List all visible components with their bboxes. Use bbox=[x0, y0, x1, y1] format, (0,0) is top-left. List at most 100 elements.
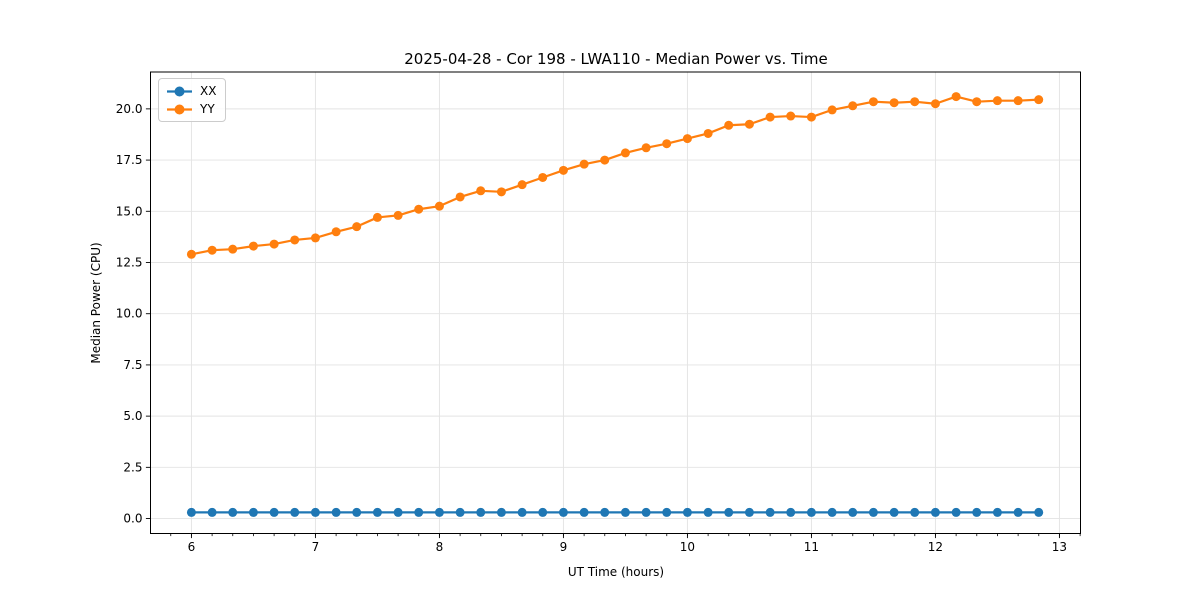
data-point-xx bbox=[290, 507, 300, 517]
x-tick-label: 6 bbox=[188, 540, 196, 554]
data-point-yy bbox=[455, 192, 465, 202]
data-point-yy bbox=[476, 186, 486, 196]
data-point-yy bbox=[620, 148, 630, 158]
data-point-yy bbox=[414, 204, 424, 214]
data-point-xx bbox=[496, 507, 506, 517]
data-point-yy bbox=[827, 105, 837, 115]
data-point-yy bbox=[1034, 95, 1044, 105]
series-xx bbox=[186, 507, 1044, 517]
data-point-xx bbox=[744, 507, 754, 517]
series-yy bbox=[186, 92, 1044, 259]
data-point-yy bbox=[786, 111, 796, 121]
data-point-yy bbox=[517, 180, 527, 190]
data-point-xx bbox=[930, 507, 940, 517]
data-point-xx bbox=[951, 507, 961, 517]
data-point-yy bbox=[290, 235, 300, 245]
data-point-yy bbox=[600, 155, 610, 165]
data-point-xx bbox=[1013, 507, 1023, 517]
data-point-xx bbox=[806, 507, 816, 517]
data-point-xx bbox=[972, 507, 982, 517]
data-point-xx bbox=[269, 507, 279, 517]
x-tick-label: 13 bbox=[1052, 540, 1067, 554]
data-point-yy bbox=[496, 187, 506, 197]
data-point-xx bbox=[455, 507, 465, 517]
y-tick-label: 15.0 bbox=[116, 204, 143, 218]
y-tick-label: 10.0 bbox=[116, 307, 143, 321]
x-tick-label: 8 bbox=[436, 540, 444, 554]
y-tick-label: 12.5 bbox=[116, 255, 143, 269]
data-point-yy bbox=[972, 97, 982, 107]
data-point-xx bbox=[765, 507, 775, 517]
y-tick-label: 20.0 bbox=[116, 102, 143, 116]
data-point-yy bbox=[889, 98, 899, 108]
data-point-yy bbox=[662, 139, 672, 149]
data-point-yy bbox=[372, 212, 382, 222]
y-tick-label: 17.5 bbox=[116, 153, 143, 167]
data-point-yy bbox=[765, 112, 775, 122]
data-point-xx bbox=[662, 507, 672, 517]
data-point-yy bbox=[992, 96, 1002, 106]
data-point-yy bbox=[910, 97, 920, 107]
x-tick-label: 10 bbox=[680, 540, 695, 554]
data-point-yy bbox=[724, 120, 734, 130]
legend-line-marker-icon bbox=[167, 104, 192, 114]
legend-item-yy: YY bbox=[166, 102, 216, 116]
data-point-xx bbox=[476, 507, 486, 517]
data-point-xx bbox=[848, 507, 858, 517]
data-point-xx bbox=[393, 507, 403, 517]
y-tick-label: 2.5 bbox=[123, 460, 142, 474]
x-tick-label: 12 bbox=[928, 540, 943, 554]
data-point-yy bbox=[848, 101, 858, 111]
data-point-xx bbox=[868, 507, 878, 517]
data-point-yy bbox=[310, 233, 320, 243]
data-point-xx bbox=[620, 507, 630, 517]
data-point-xx bbox=[517, 507, 527, 517]
data-point-xx bbox=[992, 507, 1002, 517]
x-ticks: 6 7 8 9 10 11 12 13 bbox=[188, 533, 1067, 554]
data-point-xx bbox=[372, 507, 382, 517]
data-point-xx bbox=[434, 507, 444, 517]
data-point-xx bbox=[310, 507, 320, 517]
x-tick-label: 9 bbox=[560, 540, 568, 554]
data-point-xx bbox=[910, 507, 920, 517]
data-point-xx bbox=[207, 507, 217, 517]
data-point-xx bbox=[579, 507, 589, 517]
series-line-yy bbox=[190, 95, 1040, 256]
data-point-xx bbox=[1034, 507, 1044, 517]
data-point-xx bbox=[352, 507, 362, 517]
data-point-xx bbox=[682, 507, 692, 517]
legend-line-marker-icon bbox=[167, 86, 192, 96]
data-point-xx bbox=[414, 507, 424, 517]
x-tick-label: 11 bbox=[804, 540, 819, 554]
plot-spines bbox=[150, 71, 1081, 534]
legend-label-yy: YY bbox=[200, 102, 215, 116]
data-point-yy bbox=[682, 134, 692, 144]
data-point-yy bbox=[538, 172, 548, 182]
data-point-yy bbox=[393, 210, 403, 220]
data-point-yy bbox=[641, 143, 651, 153]
data-point-yy bbox=[186, 249, 196, 259]
data-point-xx bbox=[786, 507, 796, 517]
y-ticks: 0.0 2.5 5.0 7.5 10.0 12.5 15.0 17.5 20.0 bbox=[116, 102, 151, 526]
data-point-xx bbox=[724, 507, 734, 517]
data-point-yy bbox=[352, 222, 362, 232]
chart-title: 2025-04-28 - Cor 198 - LWA110 - Median P… bbox=[404, 50, 828, 68]
data-point-yy bbox=[868, 97, 878, 107]
legend: XX YY bbox=[158, 78, 227, 122]
data-point-yy bbox=[806, 112, 816, 122]
data-point-xx bbox=[538, 507, 548, 517]
data-point-yy bbox=[269, 239, 279, 249]
data-point-xx bbox=[248, 507, 258, 517]
data-point-yy bbox=[930, 99, 940, 109]
data-point-xx bbox=[641, 507, 651, 517]
legend-item-xx: XX bbox=[166, 84, 216, 98]
data-point-xx bbox=[703, 507, 713, 517]
gridlines bbox=[150, 72, 1081, 534]
x-tick-label: 7 bbox=[312, 540, 320, 554]
data-point-xx bbox=[228, 507, 238, 517]
data-point-yy bbox=[558, 165, 568, 175]
data-point-yy bbox=[434, 201, 444, 211]
data-point-xx bbox=[186, 507, 196, 517]
